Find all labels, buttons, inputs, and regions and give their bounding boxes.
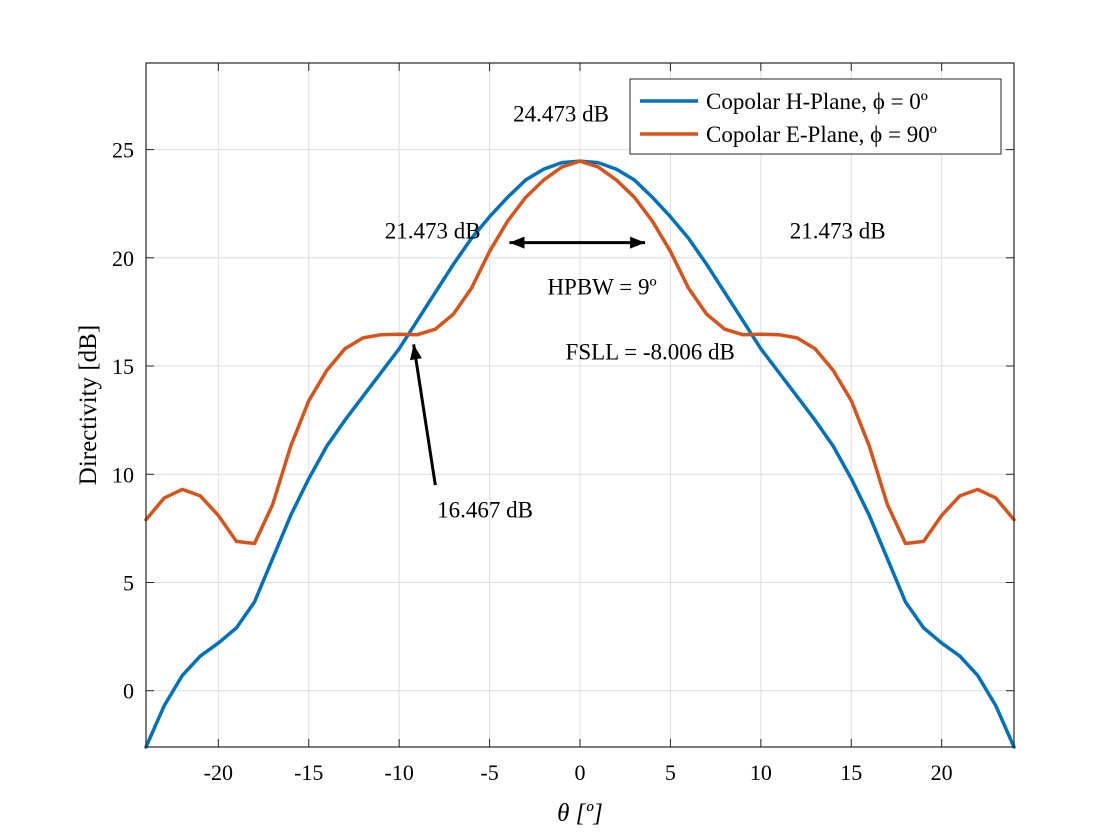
- ticks: -20 -15 -10 -5 0 5 10 15 20 0 5 10 15 20 25: [112, 63, 1014, 785]
- series-layer: [144, 159, 1016, 749]
- legend-label-e-plane: Copolar E-Plane, ϕ = 90º: [706, 122, 937, 147]
- annotation-label: FSLL = -8.006 dB: [566, 340, 735, 365]
- annotation-label: 21.473 dB: [385, 218, 481, 243]
- y-axis-label: Directivity [dB]: [75, 325, 102, 485]
- y-tick-label: 15: [112, 354, 134, 379]
- x-tick-label: 10: [750, 760, 772, 785]
- annotation-label: 21.473 dB: [790, 218, 886, 243]
- x-axis-label: θ [º]: [557, 800, 603, 827]
- x-tick-label: 5: [665, 760, 676, 785]
- x-tick-label: 15: [840, 760, 862, 785]
- y-tick-label: 25: [112, 138, 134, 163]
- y-tick-label: 10: [112, 462, 134, 487]
- y-tick-label: 5: [123, 570, 134, 595]
- arrow-shaft: [412, 344, 437, 486]
- legend-label-h-plane: Copolar H-Plane, ϕ = 0º: [706, 89, 928, 114]
- arrows-layer: [409, 236, 646, 486]
- annotation-label: HPBW = 9º: [547, 275, 656, 300]
- annotations-layer: 24.473 dB 21.473 dB 21.473 dB HPBW = 9º FSLL…: [385, 101, 886, 522]
- x-tick-label: 20: [931, 760, 953, 785]
- annotation-label: 24.473 dB: [513, 101, 609, 126]
- y-tick-label: 20: [112, 246, 134, 271]
- arrow-head: [409, 344, 422, 361]
- legend[interactable]: Copolar H-Plane, ϕ = 0º Copolar E-Plane,…: [629, 78, 1002, 155]
- arrow-head: [630, 236, 646, 249]
- x-tick-label: -10: [385, 760, 414, 785]
- x-tick-label: -20: [204, 760, 233, 785]
- x-tick-label: -5: [480, 760, 498, 785]
- y-tick-label: 0: [123, 679, 134, 704]
- series-line-e-plane: [144, 159, 1016, 546]
- x-tick-label: 0: [575, 760, 586, 785]
- legend-box: [629, 78, 1002, 155]
- annotation-label: 16.467 dB: [437, 498, 533, 523]
- arrow-head: [509, 236, 525, 249]
- x-tick-label: -15: [294, 760, 323, 785]
